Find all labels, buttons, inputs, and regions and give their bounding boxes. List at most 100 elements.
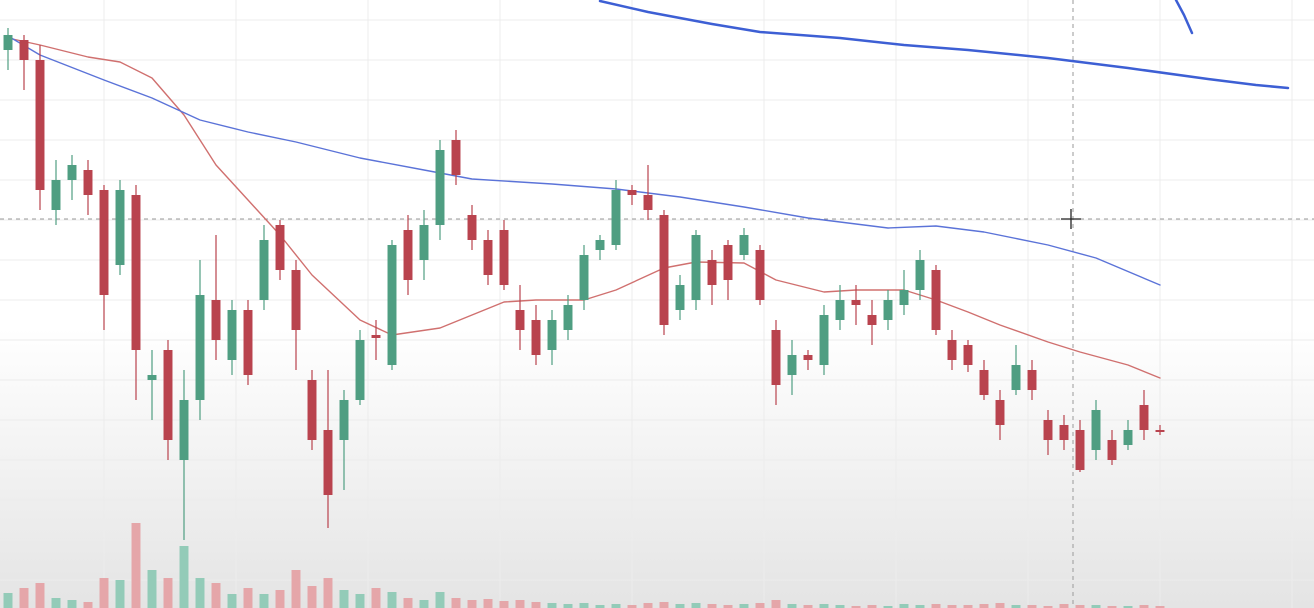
candle-body [419, 225, 429, 260]
candle-body [691, 235, 701, 300]
candle-body [435, 150, 445, 225]
candle-body [787, 355, 797, 375]
volume-bar [115, 580, 125, 608]
volume-bar [835, 605, 845, 608]
candle-body [915, 260, 925, 290]
candle-body [547, 320, 557, 350]
volume-bar [323, 578, 333, 608]
candle-body [643, 195, 653, 210]
candle-body [19, 40, 29, 60]
volume-bar [867, 605, 877, 608]
volume-bar [275, 590, 285, 608]
candle-body [771, 330, 781, 385]
volume-bar [99, 578, 109, 608]
volume-bar [307, 586, 317, 608]
volume-bar [643, 603, 653, 608]
volume-bar [675, 604, 685, 608]
volume-bar [755, 603, 765, 608]
candle-body [3, 35, 13, 50]
volume-bar [707, 604, 717, 608]
volume-bar [947, 605, 957, 608]
candle-body [899, 290, 909, 305]
volume-bar [659, 602, 669, 608]
candle-body [1059, 425, 1069, 440]
volume-bar [1043, 606, 1053, 608]
candle-body [563, 305, 573, 330]
candle-body [307, 380, 317, 440]
volume-bar [595, 605, 605, 608]
volume-bar [451, 598, 461, 608]
candle-body [979, 370, 989, 395]
candle-body [67, 165, 77, 180]
volume-bar [403, 598, 413, 608]
candle-body [147, 375, 157, 380]
candle-body [1075, 430, 1085, 470]
volume-bar [131, 523, 141, 608]
volume-bar [851, 606, 861, 608]
candle-body [803, 355, 813, 360]
candle-body [851, 300, 861, 305]
candle-body [51, 180, 61, 210]
volume-bar [739, 604, 749, 608]
volume-bar [35, 583, 45, 608]
candle-body [1123, 430, 1133, 445]
volume-bar [1123, 606, 1133, 608]
candle-body [243, 310, 253, 375]
candle-body [531, 320, 541, 355]
candle-body [883, 300, 893, 320]
candle-body [259, 240, 269, 300]
candle-body [371, 335, 381, 338]
volume-bar [19, 588, 29, 608]
candle-body [723, 245, 733, 280]
candle-body [963, 345, 973, 365]
volume-bar [355, 594, 365, 608]
candle-body [755, 250, 765, 300]
candle-body [947, 340, 957, 360]
candle-body [227, 310, 237, 360]
volume-bar [803, 605, 813, 608]
candle-body [1107, 440, 1117, 460]
volume-bar [259, 594, 269, 608]
volume-bar [1139, 605, 1149, 608]
volume-bar [227, 594, 237, 608]
candle-body [627, 190, 637, 195]
candle-body [515, 310, 525, 330]
volume-bar [579, 603, 589, 608]
candle-body [211, 300, 221, 340]
candle-body [467, 215, 477, 240]
volume-bar [1075, 605, 1085, 608]
candle-body [579, 255, 589, 300]
volume-bar [211, 583, 221, 608]
candle-body [1139, 405, 1149, 430]
candle-body [179, 400, 189, 460]
line-series [598, 0, 1290, 90]
volume-bar [819, 604, 829, 608]
volume-bar [339, 590, 349, 608]
lines-layer [7, 0, 1290, 379]
volume-bar [1107, 606, 1117, 608]
candle-body [739, 235, 749, 255]
candle-body [291, 270, 301, 330]
volume-bar [979, 604, 989, 608]
candle-body [99, 190, 109, 295]
volume-layer [3, 523, 1165, 608]
volume-bar [147, 570, 157, 608]
volume-bar [1155, 606, 1165, 608]
candle-body [835, 300, 845, 320]
line-series [7, 35, 1161, 286]
volume-bar [179, 546, 189, 608]
volume-bar [499, 601, 509, 608]
volume-bar [627, 605, 637, 608]
candle-body [867, 315, 877, 325]
candle-body [595, 240, 605, 250]
volume-bar [51, 598, 61, 608]
line-series [7, 37, 1161, 379]
candle-body [1043, 420, 1053, 440]
volume-bar [531, 602, 541, 608]
volume-bar [723, 605, 733, 608]
candle-body [995, 400, 1005, 425]
candle-body [387, 245, 397, 365]
candle-body [1155, 430, 1165, 432]
volume-bar [899, 604, 909, 608]
volume-bar [1059, 604, 1069, 608]
